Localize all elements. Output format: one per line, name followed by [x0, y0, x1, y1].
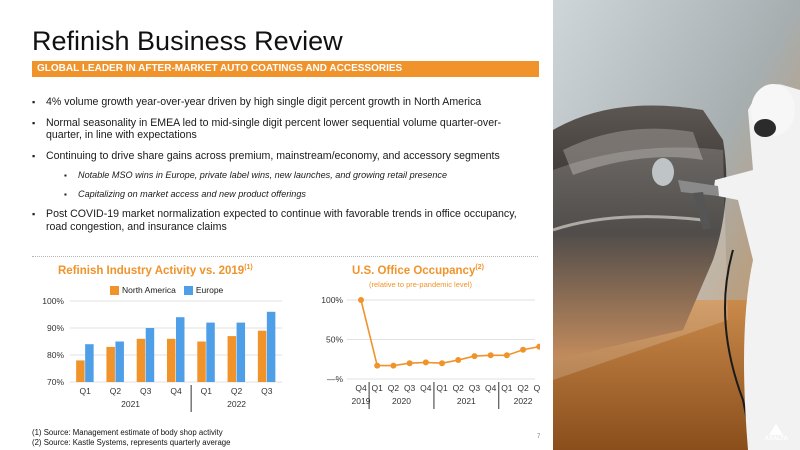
x-tick-label: Q1 — [436, 383, 448, 393]
bar-north-america — [106, 346, 115, 382]
x-tick-label: Q4 — [355, 383, 367, 393]
bar-chart-title: Refinish Industry Activity vs. 2019(1) — [58, 264, 253, 277]
line-chart-title-footnote: (2) — [475, 264, 484, 271]
data-point — [390, 362, 397, 369]
bullet-list: 4% volume growth year-over-year driven b… — [32, 96, 537, 242]
bar-north-america — [197, 341, 206, 382]
page-number: 7 — [537, 434, 541, 440]
x-tick-label: Q2 — [517, 383, 529, 393]
data-point — [503, 352, 510, 359]
y-tick-label: 100% — [42, 296, 64, 306]
axalta-logo-icon — [769, 424, 784, 435]
bar-chart-title-footnote: (1) — [244, 264, 253, 271]
x-tick-label: Q4 — [485, 383, 497, 393]
slide: Refinish Business Review GLOBAL LEADER I… — [0, 0, 553, 450]
x-tick-label: Q2 — [453, 383, 465, 393]
bar-chart-legend: North America Europe — [110, 285, 223, 295]
bar-europe — [85, 344, 94, 382]
legend-item-north-america: North America — [110, 285, 176, 295]
y-tick-label: 50% — [326, 335, 343, 345]
bullet-item: Post COVID-19 market normalization expec… — [32, 208, 537, 233]
data-point — [536, 343, 540, 350]
bar-europe — [115, 341, 124, 382]
bullet-item: 4% volume growth year-over-year driven b… — [32, 96, 537, 109]
europe-swatch — [183, 285, 193, 295]
x-tick-label: Q3 — [140, 386, 152, 396]
x-tick-label: Q2 — [388, 383, 400, 393]
footnote: (2) Source: Kastle Systems, represents q… — [32, 438, 231, 447]
data-point — [455, 357, 462, 364]
legend-label: Europe — [195, 285, 224, 295]
bar-north-america — [227, 336, 237, 382]
x-group-label: 2019 — [352, 396, 371, 406]
data-point — [520, 346, 527, 353]
bar-europe — [176, 317, 185, 382]
x-tick-label: Q1 — [501, 383, 513, 393]
y-tick-label: 90% — [47, 323, 64, 333]
line-chart-title: U.S. Office Occupancy(2) — [352, 264, 484, 277]
spray-painter-photo: AXALTA — [553, 0, 800, 450]
bar-europe — [236, 322, 246, 382]
bar-europe — [206, 322, 215, 382]
bar-north-america — [167, 338, 176, 382]
y-tick-label: 70% — [47, 377, 64, 387]
bullet-item: Continuing to drive share gains across p… — [32, 150, 537, 163]
x-tick-label: Q1 — [372, 383, 384, 393]
x-tick-label: Q4 — [420, 383, 432, 393]
bar-chart-title-text: Refinish Industry Activity vs. 2019 — [58, 264, 245, 277]
x-tick-label: Q2 — [110, 386, 122, 396]
sub-bullet-item: Capitalizing on market access and new pr… — [64, 189, 537, 200]
axalta-logo: AXALTA — [765, 424, 788, 442]
x-tick-label: Q1 — [79, 386, 91, 396]
y-tick-label: 80% — [47, 350, 64, 360]
data-point — [487, 352, 494, 359]
bar-north-america — [257, 330, 267, 382]
x-tick-label: Q3 — [404, 383, 416, 393]
legend-label: North America — [122, 285, 176, 295]
page-title: Refinish Business Review — [32, 26, 343, 56]
x-group-label: 2022 — [227, 399, 246, 409]
x-group-label: 2021 — [457, 396, 476, 406]
x-tick-label: Q3 — [534, 383, 540, 393]
x-tick-label: Q3 — [469, 383, 481, 393]
footnote: (1) Source: Management estimate of body … — [32, 428, 223, 437]
data-point — [358, 297, 364, 303]
x-group-label: 2021 — [121, 399, 140, 409]
x-group-label: 2022 — [514, 396, 533, 406]
x-tick-label: Q2 — [231, 386, 243, 396]
section-divider — [32, 256, 538, 257]
occupancy-line — [360, 299, 540, 367]
photo-illustration — [553, 0, 800, 450]
data-point — [422, 359, 429, 366]
bar-europe — [145, 328, 155, 382]
x-tick-label: Q3 — [261, 386, 273, 396]
data-point — [471, 353, 478, 360]
legend-item-europe: Europe — [183, 285, 224, 295]
bar-europe — [266, 311, 276, 382]
north-america-swatch — [110, 285, 119, 295]
bullet-item: Normal seasonality in EMEA led to mid-si… — [32, 117, 537, 142]
section-banner: GLOBAL LEADER IN AFTER-MARKET AUTO COATI… — [32, 61, 539, 77]
data-point — [439, 360, 446, 367]
bar-north-america — [136, 338, 146, 382]
x-tick-label: Q4 — [170, 386, 182, 396]
y-tick-label: 100% — [321, 295, 343, 305]
line-chart-title-text: U.S. Office Occupancy — [352, 264, 476, 277]
line-chart-subtitle: (relative to pre-pandemic level) — [369, 280, 472, 289]
x-tick-label: Q1 — [201, 386, 213, 396]
line-chart: —% 50% 100% Q4 Q1 Q2 Q3 Q4 Q1 Q2 Q3 Q4 Q1 Q2 Q3 2019 202… — [321, 295, 540, 409]
data-point — [374, 362, 381, 369]
bar-north-america — [76, 360, 85, 382]
footnotes: (1) Source: Management estimate of body … — [32, 428, 230, 448]
data-point — [406, 360, 413, 367]
logo-text: AXALTA — [764, 436, 788, 442]
y-tick-label: —% — [327, 374, 344, 384]
sub-bullet-item: Notable MSO wins in Europe, private labe… — [64, 170, 537, 181]
x-group-label: 2020 — [392, 396, 411, 406]
